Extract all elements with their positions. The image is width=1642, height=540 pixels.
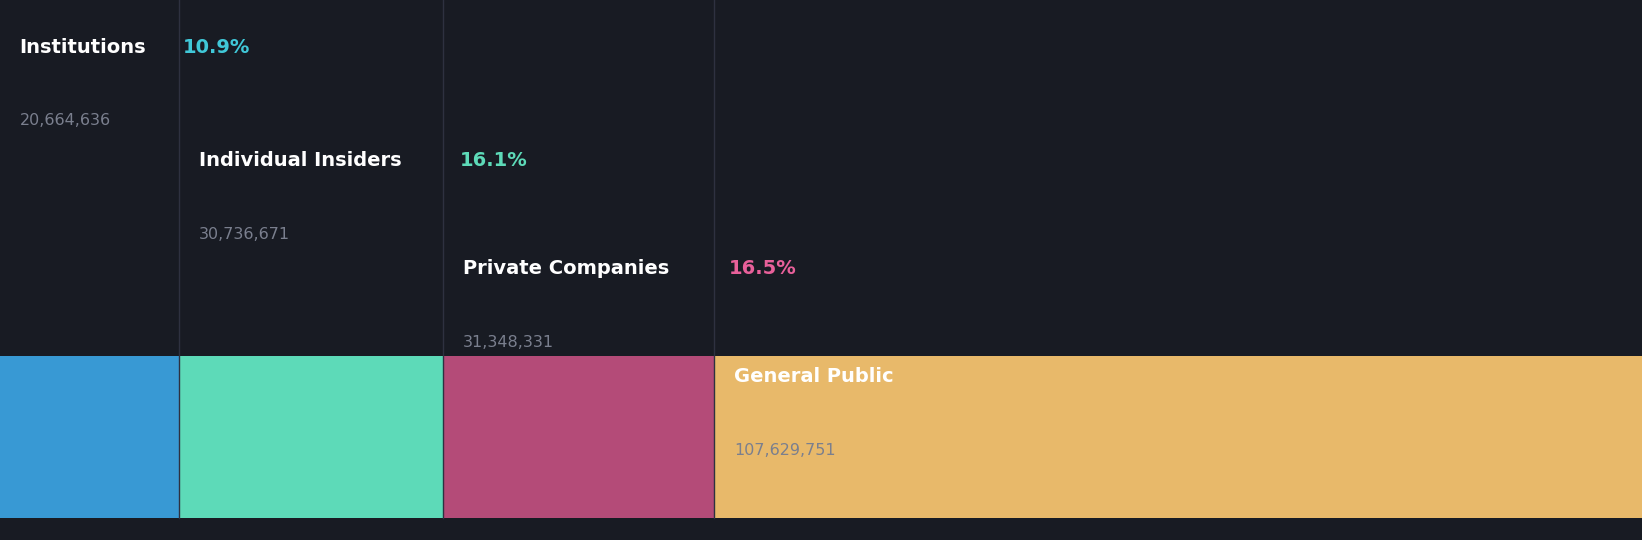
Bar — [443, 356, 714, 518]
Text: Institutions: Institutions — [20, 38, 146, 57]
Text: 30,736,671: 30,736,671 — [199, 227, 289, 242]
Text: 10.9%: 10.9% — [184, 38, 251, 57]
Text: 20,664,636: 20,664,636 — [20, 113, 110, 129]
Bar — [179, 356, 443, 518]
Text: 16.5%: 16.5% — [729, 259, 796, 278]
Text: Private Companies: Private Companies — [463, 259, 670, 278]
Text: 16.1%: 16.1% — [460, 151, 527, 170]
Text: 56.5%: 56.5% — [939, 367, 1008, 386]
Text: Individual Insiders: Individual Insiders — [199, 151, 401, 170]
Text: General Public: General Public — [734, 367, 893, 386]
Bar — [0, 356, 179, 518]
Bar — [714, 356, 1642, 518]
Text: 107,629,751: 107,629,751 — [734, 443, 836, 458]
Text: 31,348,331: 31,348,331 — [463, 335, 553, 350]
